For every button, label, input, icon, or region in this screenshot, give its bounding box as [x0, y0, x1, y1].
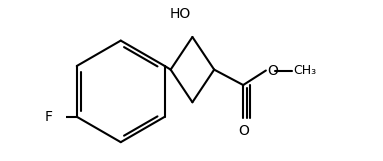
Text: O: O: [268, 64, 278, 78]
Text: F: F: [44, 110, 52, 124]
Text: HO: HO: [169, 7, 191, 21]
Text: CH₃: CH₃: [293, 64, 316, 77]
Text: O: O: [238, 124, 249, 138]
